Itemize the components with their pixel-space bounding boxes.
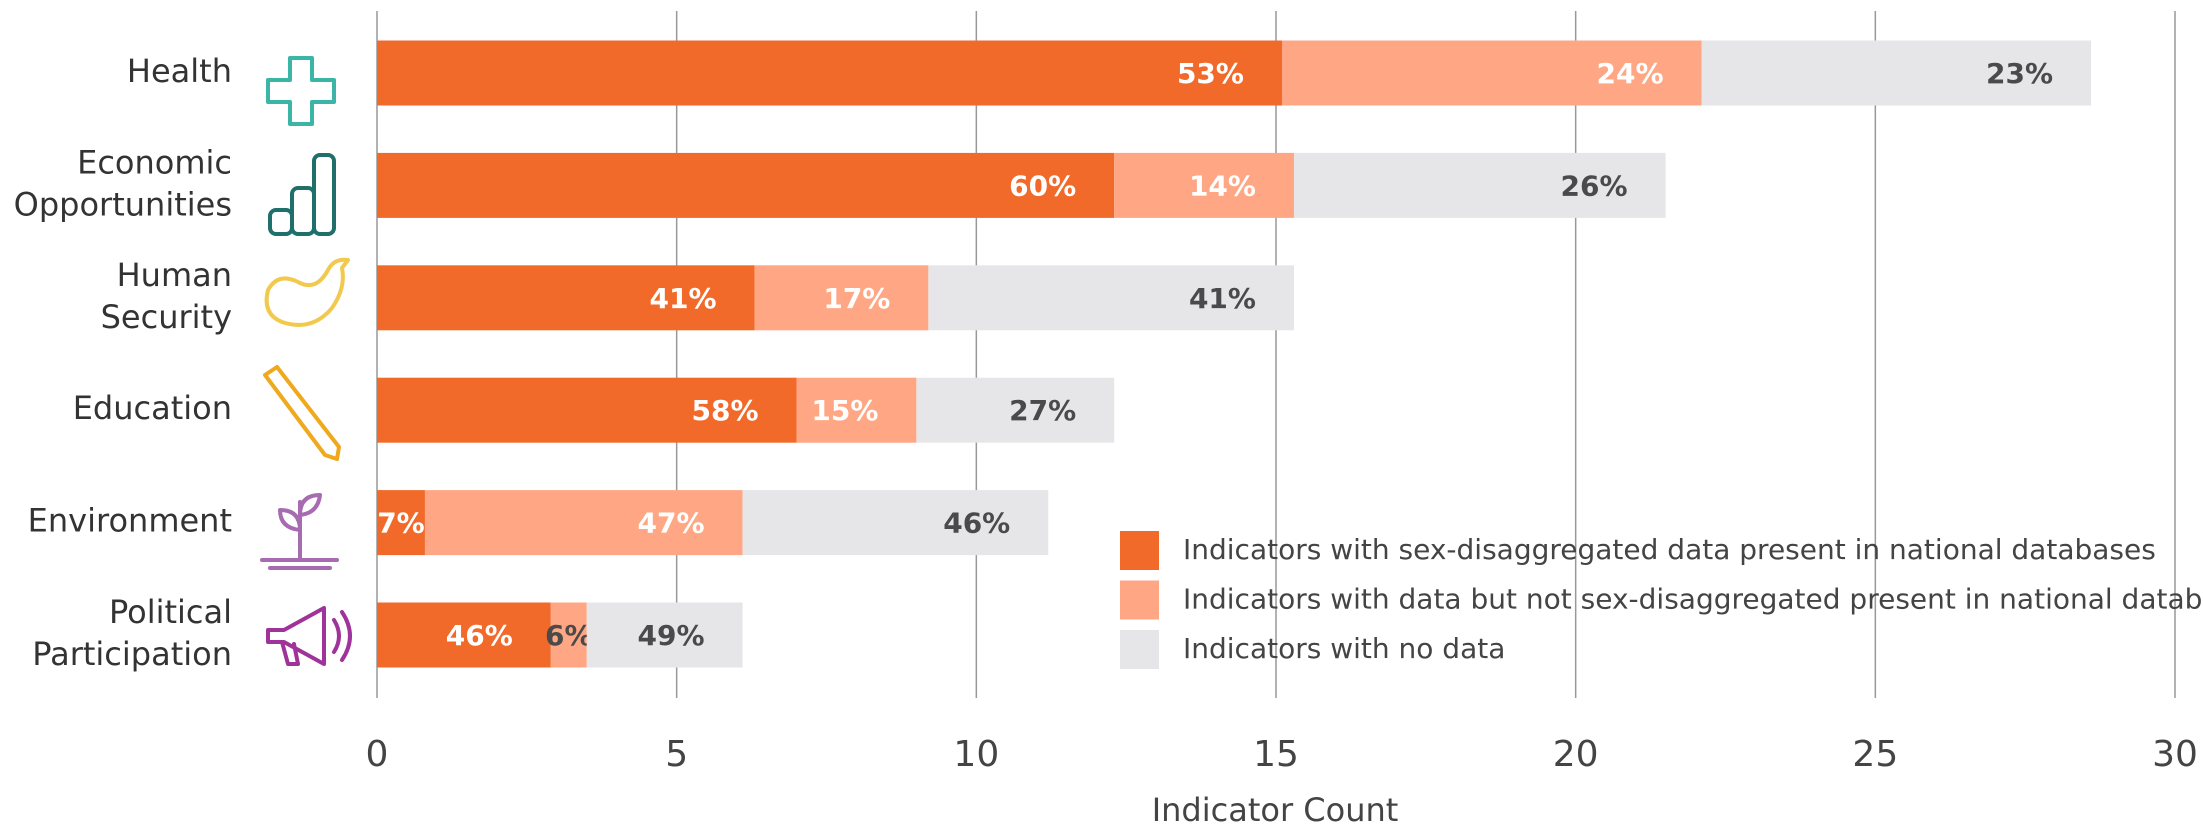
- category-label: Health: [127, 52, 232, 90]
- category-label: Education: [73, 389, 232, 427]
- bar-segment: [377, 602, 551, 668]
- bar-segment: [754, 265, 929, 331]
- segment-label: 41%: [650, 282, 717, 315]
- segment-label: 46%: [943, 507, 1010, 540]
- bar-segment: [1293, 152, 1666, 218]
- category-line: Human: [117, 256, 232, 294]
- category-line: Education: [73, 389, 232, 427]
- bar-segment: [1281, 40, 1702, 106]
- legend-label: Indicators with no data: [1183, 632, 1505, 665]
- bar-segment: [742, 490, 1049, 556]
- bar-segment: [377, 40, 1282, 106]
- bar-segment: [796, 377, 917, 443]
- bar-segment: [550, 602, 587, 668]
- segment-label: 53%: [1177, 57, 1244, 90]
- segment-label: 60%: [1009, 169, 1076, 202]
- bar-segment: [424, 490, 743, 556]
- icons: [260, 56, 352, 666]
- legend-swatch: [1120, 531, 1159, 570]
- segment-label: 14%: [1189, 169, 1256, 202]
- segment-label: 24%: [1596, 57, 1663, 90]
- legend-label: Indicators with sex-disaggregated data p…: [1183, 533, 2156, 566]
- segment-label: 7%: [377, 507, 425, 540]
- segment-label: 46%: [446, 619, 513, 652]
- segment-label: 49%: [638, 619, 705, 652]
- segment-label: 23%: [1986, 57, 2053, 90]
- category-line: Health: [127, 52, 232, 90]
- x-axis-label: Indicator Count: [1152, 791, 1399, 828]
- coins-icon: [268, 153, 336, 236]
- category-label: Political Participation: [32, 593, 232, 673]
- bar-segment: [1114, 152, 1294, 218]
- x-tick-label: 10: [953, 734, 999, 775]
- segment-label: 26%: [1561, 169, 1628, 202]
- x-tick-label: 15: [1253, 734, 1299, 775]
- legend-swatch: [1120, 580, 1159, 620]
- x-tick-label: 30: [2152, 734, 2198, 775]
- x-tick-label: 25: [1852, 734, 1898, 775]
- bar-segment: [377, 490, 425, 556]
- bar-segment: [586, 602, 743, 668]
- category-line: Opportunities: [14, 185, 232, 223]
- category-line: Political: [109, 593, 232, 631]
- category-label: Economic Opportunities: [14, 143, 232, 223]
- segment-label: 6%: [545, 619, 593, 652]
- bar-segment: [377, 152, 1115, 218]
- dove-icon: [264, 257, 350, 327]
- category-line: Security: [101, 298, 232, 336]
- plant-icon: [260, 493, 339, 570]
- segment-label: 41%: [1189, 282, 1256, 315]
- bar-segment: [928, 265, 1294, 331]
- health-icon: [266, 56, 336, 126]
- segment-label: 27%: [1009, 394, 1076, 427]
- legend-swatch: [1120, 630, 1159, 669]
- x-tick-label: 0: [366, 734, 389, 775]
- segment-label: 47%: [638, 507, 705, 540]
- megaphone-icon: [266, 606, 352, 666]
- bar-segment: [1701, 40, 2092, 106]
- bar-segment: [916, 377, 1115, 443]
- category-label: Environment: [28, 502, 232, 540]
- bar-segment: [377, 265, 755, 331]
- x-tick-label: 5: [665, 734, 688, 775]
- category-line: Environment: [28, 502, 232, 540]
- bar-segment: [377, 377, 797, 443]
- segment-label: 17%: [823, 282, 890, 315]
- category-line: Economic: [77, 143, 232, 181]
- x-tick-label: 20: [1553, 734, 1599, 775]
- category-label: Human Security: [101, 256, 232, 336]
- pencil-icon: [263, 365, 341, 461]
- legend-label: Indicators with data but not sex-disaggr…: [1183, 583, 2203, 616]
- category-line: Participation: [32, 635, 232, 673]
- segment-label: 58%: [692, 394, 759, 427]
- segment-label: 15%: [811, 394, 878, 427]
